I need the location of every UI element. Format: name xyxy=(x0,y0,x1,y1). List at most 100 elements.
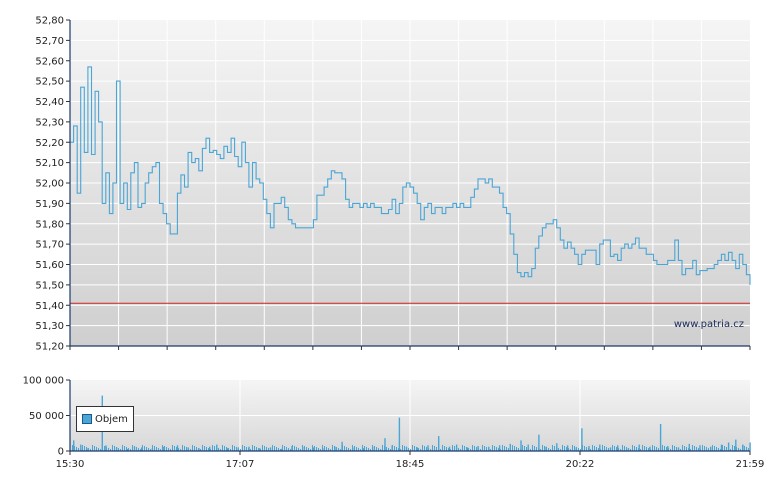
volume-bar xyxy=(364,446,365,451)
price-y-tick-label: 51,90 xyxy=(35,199,64,210)
volume-bar xyxy=(622,445,623,451)
volume-bar xyxy=(118,448,119,451)
volume-bar xyxy=(614,446,615,451)
volume-bar xyxy=(524,446,525,451)
volume-bar xyxy=(259,448,261,451)
price-line xyxy=(70,66,751,285)
volume-bar xyxy=(534,446,535,451)
volume-bar xyxy=(342,445,343,451)
volume-bar xyxy=(132,445,133,451)
volume-bar xyxy=(694,446,695,451)
x-tick-label: 18:45 xyxy=(396,459,425,470)
volume-bar xyxy=(746,447,747,451)
volume-bar xyxy=(460,449,461,451)
volume-bar xyxy=(432,445,433,451)
volume-bar xyxy=(208,448,209,451)
volume-bar xyxy=(312,447,315,451)
volume-bar xyxy=(126,447,127,451)
volume-bar xyxy=(634,446,635,451)
volume-bar xyxy=(232,445,233,451)
volume-bar xyxy=(502,445,503,451)
volume-bar xyxy=(438,448,439,451)
volume-panel: 100 000 50 000 0 xyxy=(23,376,751,458)
volume-bar xyxy=(512,445,513,451)
volume-bar xyxy=(288,448,289,451)
volume-bar xyxy=(674,446,675,451)
volume-bar xyxy=(248,448,249,451)
volume-bar xyxy=(416,447,418,451)
volume-bar xyxy=(698,448,699,451)
volume-bar xyxy=(738,448,739,451)
volume-bar xyxy=(566,445,569,451)
volume-bar xyxy=(490,449,491,451)
price-y-tick-label: 52,50 xyxy=(35,77,64,88)
volume-bar xyxy=(242,445,243,451)
volume-bar xyxy=(616,447,617,451)
volume-bar xyxy=(314,446,315,451)
volume-bar xyxy=(584,446,585,451)
volume-bar xyxy=(608,448,609,451)
volume-bar xyxy=(400,449,401,451)
volume-bar xyxy=(402,445,403,451)
volume-bar xyxy=(564,446,565,451)
volume-bar xyxy=(196,447,197,451)
volume-bar xyxy=(360,449,361,451)
price-y-tick-label: 52,80 xyxy=(35,16,64,27)
volume-bar xyxy=(518,448,519,451)
volume-bar xyxy=(588,448,589,451)
volume-bar xyxy=(88,448,89,451)
volume-bar xyxy=(710,446,712,451)
volume-bar xyxy=(570,449,571,451)
price-panel: 52,80 52,70 52,60 52,50 52,40 52,30 52,20 52,10… xyxy=(35,16,751,353)
volume-bar xyxy=(522,445,523,451)
volume-bar xyxy=(322,445,323,451)
volume-bar xyxy=(114,446,115,451)
volume-bar xyxy=(258,448,259,451)
volume-bar xyxy=(574,446,575,451)
volume-bar xyxy=(384,446,385,451)
volume-bar xyxy=(578,448,579,451)
volume-bar xyxy=(612,445,613,451)
volume-bar xyxy=(378,448,379,451)
volume-bar xyxy=(500,449,501,451)
volume-bar xyxy=(386,447,387,451)
volume-bar xyxy=(92,445,93,451)
volume-y-tick-label: 100 000 xyxy=(23,376,64,387)
volume-bar xyxy=(150,449,151,451)
volume-bar xyxy=(294,446,295,451)
volume-bar xyxy=(666,447,667,451)
price-y-tick-label: 52,00 xyxy=(35,179,64,190)
volume-bar xyxy=(450,449,451,451)
volume-bar xyxy=(154,446,155,451)
volume-bar xyxy=(440,449,441,451)
volume-bar xyxy=(270,449,271,451)
volume-bar xyxy=(554,446,555,451)
volume-bar xyxy=(572,445,573,451)
x-tick-label: 17:07 xyxy=(226,459,255,470)
volume-bar xyxy=(652,445,653,451)
volume-bar xyxy=(212,445,213,451)
volume-bar xyxy=(162,446,164,451)
volume-bar xyxy=(86,447,87,451)
volume-bar xyxy=(316,447,317,451)
price-y-tick-label: 51,30 xyxy=(35,321,64,332)
volume-bar xyxy=(324,446,325,451)
volume-bar xyxy=(178,448,179,451)
volume-bar xyxy=(142,445,143,451)
volume-bar xyxy=(650,449,651,451)
volume-bar xyxy=(384,438,386,451)
volume-bar xyxy=(332,445,333,451)
volume-bar xyxy=(454,446,455,451)
volume-bar xyxy=(586,447,587,451)
volume-bar xyxy=(148,448,149,451)
volume-bar xyxy=(476,447,477,451)
volume-bar xyxy=(484,446,485,451)
volume-bar xyxy=(274,446,275,451)
volume-bar xyxy=(508,448,509,451)
volume-bar xyxy=(442,445,443,451)
volume-bar xyxy=(581,428,583,451)
volume-bar xyxy=(598,448,599,451)
volume-bar xyxy=(736,447,737,451)
volume-bar xyxy=(706,447,707,451)
